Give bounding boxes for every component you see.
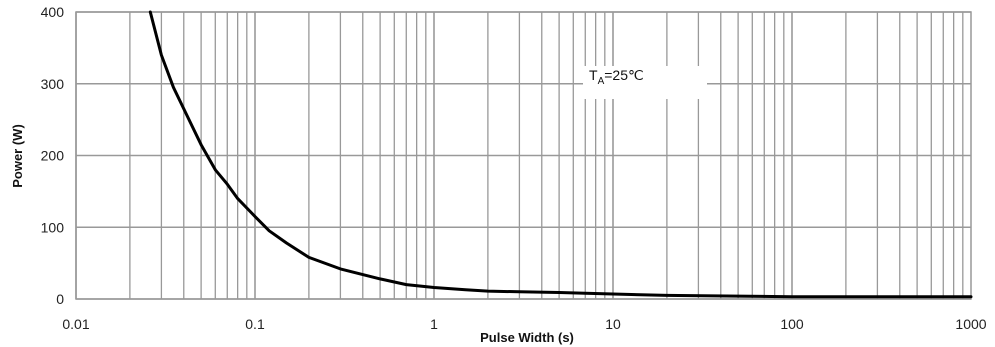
temperature-annotation: TA=25℃	[589, 67, 644, 87]
annotation-main: T	[589, 67, 598, 83]
y-axis-title: Power (W)	[10, 124, 25, 188]
grid-lines	[75, 11, 972, 300]
x-tick-label: 0.01	[62, 316, 89, 332]
x-tick-label: 1	[430, 316, 438, 332]
annotation-rest: =25℃	[604, 67, 643, 83]
x-tick-label: 1000	[955, 316, 986, 332]
annotation-subscript: A	[598, 76, 605, 87]
x-tick-label: 10	[605, 316, 621, 332]
tick-labels: 0.01 0.1 1 10 100 1000 0 100 200 300 400	[41, 4, 987, 332]
y-tick-label: 0	[56, 291, 64, 307]
x-tick-label: 100	[780, 316, 804, 332]
series-lines	[148, 10, 973, 299]
series-line	[148, 10, 973, 299]
x-axis-title: Pulse Width (s)	[480, 330, 574, 345]
y-tick-label: 300	[41, 76, 65, 92]
y-tick-label: 100	[41, 219, 65, 235]
y-tick-label: 200	[41, 148, 65, 164]
y-tick-label: 400	[41, 4, 65, 20]
annotation-background	[583, 66, 707, 99]
x-tick-label: 0.1	[245, 316, 265, 332]
